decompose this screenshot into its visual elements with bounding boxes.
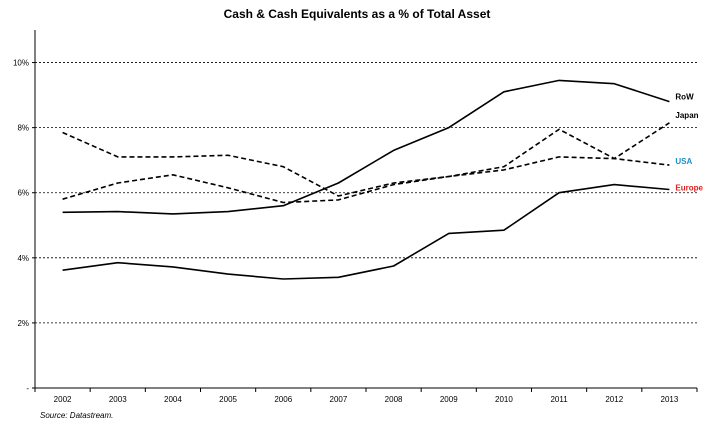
- y-tick-label: 6%: [17, 189, 29, 198]
- y-tick-label: 10%: [13, 59, 29, 68]
- x-tick-label-2005: 2005: [219, 395, 237, 404]
- series-line-japan: [62, 122, 670, 197]
- axes: [34, 30, 697, 389]
- x-tick-label-2010: 2010: [495, 395, 513, 404]
- x-tick-label-2006: 2006: [274, 395, 292, 404]
- source-note: Source: Datastream.: [40, 411, 113, 420]
- y-tick-label: 8%: [17, 124, 29, 133]
- x-axis-ticks: 2002 2003 2004 2005 2006 2007 2008 2009 2010 2011…: [34, 388, 698, 404]
- y-axis-ticks: - 2% 4% 6% 8% 10%: [13, 59, 35, 393]
- series-label-usa: USA: [675, 157, 692, 166]
- x-tick-label-2012: 2012: [605, 395, 623, 404]
- series-line-row: [62, 79, 670, 215]
- x-tick-label-2004: 2004: [164, 395, 182, 404]
- x-tick-label-2013: 2013: [661, 395, 679, 404]
- x-tick-label-2008: 2008: [385, 395, 403, 404]
- chart-title: Cash & Cash Equivalents as a % of Total …: [224, 7, 491, 21]
- x-tick-label-2007: 2007: [330, 395, 348, 404]
- y-tick-label: -: [26, 384, 29, 393]
- series-line-europe: [62, 183, 670, 280]
- series-line-usa: [62, 156, 670, 204]
- x-tick-label-2011: 2011: [550, 395, 568, 404]
- gridlines: [35, 62, 697, 324]
- series-label-japan: Japan: [675, 111, 698, 120]
- x-tick-label-2009: 2009: [440, 395, 458, 404]
- series-lines: [62, 79, 670, 280]
- series-label-row: RoW: [675, 93, 694, 102]
- y-tick-label: 2%: [17, 319, 29, 328]
- x-tick-label-2002: 2002: [54, 395, 72, 404]
- x-tick-label-2003: 2003: [109, 395, 127, 404]
- series-label-europe: Europe: [675, 183, 703, 192]
- y-tick-label: 4%: [17, 254, 29, 263]
- series-labels: RoW Japan USA Europe: [675, 93, 703, 193]
